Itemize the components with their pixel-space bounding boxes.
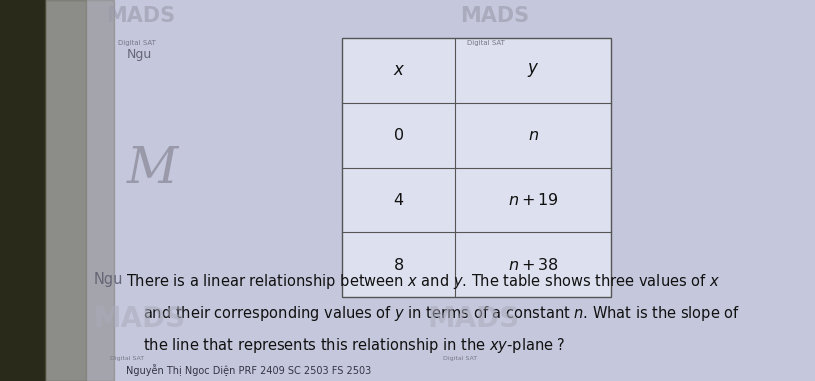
Text: $n+19$: $n+19$ [508,192,559,208]
Text: Ngu: Ngu [126,48,152,61]
Text: $y$: $y$ [527,61,540,80]
Text: Digital SAT: Digital SAT [467,40,504,46]
Text: MADS: MADS [94,305,186,333]
Text: $n+38$: $n+38$ [508,257,559,273]
Text: MADS: MADS [106,6,175,26]
Text: and their corresponding values of $y$ in terms of a constant $n$. What is the sl: and their corresponding values of $y$ in… [143,304,740,323]
Bar [0,0,45,381]
Text: Nguyễn Thị Ngoc Diện PRF 2409 SC 2503 FS 2503: Nguyễn Thị Ngoc Diện PRF 2409 SC 2503 FS… [126,365,372,376]
Text: Digital SAT: Digital SAT [118,40,156,46]
Text: Digital SAT: Digital SAT [443,356,477,361]
Text: $n$: $n$ [528,128,539,143]
Bar [342,38,611,297]
Text: MADS: MADS [428,305,520,333]
Text: M: M [126,145,178,194]
Bar [0,0,114,381]
Text: the line that represents this relationship in the $xy$-plane ?: the line that represents this relationsh… [143,336,566,355]
Text: $0$: $0$ [394,127,404,143]
Text: $4$: $4$ [393,192,404,208]
Text: Ngu: Ngu [94,272,123,287]
Text: MADS: MADS [460,6,530,26]
Text: $x$: $x$ [393,61,405,80]
Text: Digital SAT: Digital SAT [110,356,144,361]
Bar [45,0,86,381]
Text: $8$: $8$ [393,257,404,273]
Text: There is a linear relationship between $x$ and $y$. The table shows three values: There is a linear relationship between $… [126,272,720,291]
